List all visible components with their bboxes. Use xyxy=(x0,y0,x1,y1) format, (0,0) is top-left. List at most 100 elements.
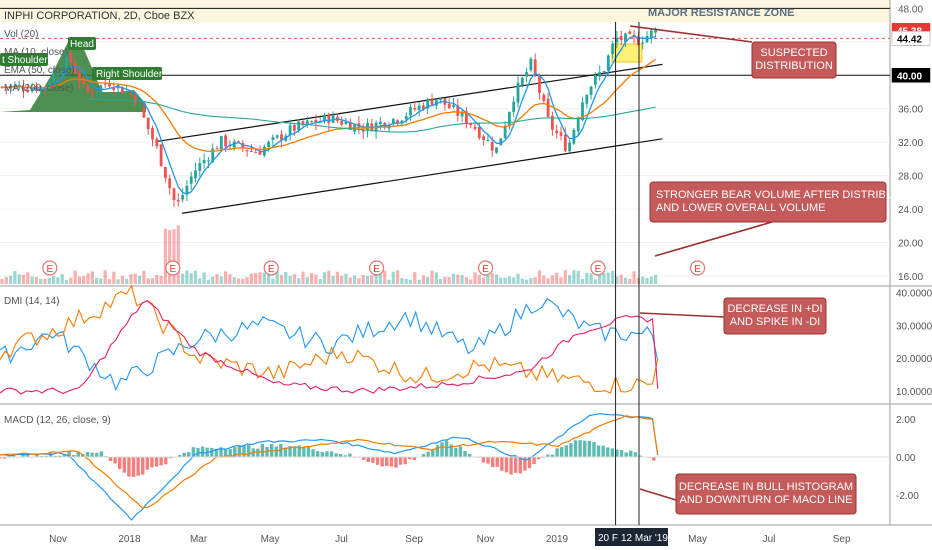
head-label: Head xyxy=(68,37,96,50)
dmi-tick: 30.0000 xyxy=(896,321,932,332)
candle-body xyxy=(47,83,51,86)
candle-body xyxy=(82,80,86,84)
macd-histogram-bar xyxy=(200,446,205,457)
macd-histogram-bar xyxy=(408,456,412,460)
candle-body xyxy=(460,112,464,117)
macd-histogram-bar xyxy=(385,456,389,467)
callout-dmi[interactable]: DECREASE IN +DI AND SPIKE IN -DI xyxy=(723,297,827,335)
volume-bar xyxy=(43,278,47,284)
earnings-circle xyxy=(165,260,181,276)
earnings-letter: E xyxy=(169,264,176,275)
candle-body xyxy=(241,143,245,149)
earnings-marker[interactable]: E xyxy=(42,260,58,276)
candle-body xyxy=(641,42,645,44)
ema50-legend[interactable]: EMA (50, close) xyxy=(4,65,75,76)
volume-bar xyxy=(555,272,559,284)
candle-body xyxy=(503,125,507,139)
volume-bar xyxy=(215,274,219,284)
volume-bar xyxy=(546,278,550,284)
candle-body xyxy=(482,136,485,140)
earnings-circle xyxy=(369,260,385,276)
candle-body xyxy=(611,43,614,54)
volume-bar xyxy=(512,277,516,284)
macd-histogram-bar xyxy=(509,456,513,475)
earnings-marker[interactable]: E xyxy=(369,260,385,276)
volume-bar xyxy=(426,277,430,284)
price-tick: 24.00 xyxy=(898,205,923,216)
macd-histogram-bar xyxy=(366,456,371,463)
macd-panel-label[interactable]: MACD (12, 26, close, 9) xyxy=(4,415,111,426)
earnings-marker[interactable]: E xyxy=(477,260,494,276)
callout-bear-volume[interactable]: STRONGER BEAR VOLUME AFTER DISTRIBUTION A… xyxy=(649,181,920,223)
macd-histogram-bar xyxy=(237,445,242,457)
candle-body xyxy=(250,150,253,152)
vol-legend[interactable]: Vol (20) xyxy=(4,29,38,40)
macd-histogram-bar xyxy=(638,455,642,457)
ema50-line xyxy=(2,58,656,153)
macd-histogram-bar xyxy=(219,447,223,457)
candle-body xyxy=(219,136,223,150)
macd-histogram-bar xyxy=(311,449,315,457)
price-axis-area xyxy=(890,0,932,550)
macd-histogram-bar xyxy=(435,445,440,457)
volume-bar xyxy=(288,275,292,284)
candle-body xyxy=(624,33,627,43)
candle-body xyxy=(585,94,589,104)
callout-text: DECREASE IN BULL HISTOGRAM AND DOWNTURN O… xyxy=(679,481,853,506)
macd-histogram-bar xyxy=(619,449,624,457)
dmi-panel-label[interactable]: DMI (14, 14) xyxy=(4,296,60,307)
volume-bar xyxy=(211,276,215,284)
volume-bar xyxy=(258,272,262,284)
earnings-marker[interactable]: E xyxy=(263,260,279,276)
candle-body xyxy=(112,87,116,90)
resistance-zone xyxy=(0,0,890,22)
volume-bar xyxy=(47,278,51,284)
macd-histogram-bar xyxy=(527,456,532,469)
earnings-letter: E xyxy=(46,264,53,275)
volume-bar xyxy=(413,272,417,284)
price-tick: 32.00 xyxy=(898,138,923,149)
earnings-marker[interactable]: E xyxy=(165,260,181,276)
macd-histogram-bar xyxy=(177,455,182,457)
candle-body xyxy=(185,185,189,195)
candle-body xyxy=(237,141,240,143)
price-badge-box xyxy=(891,31,931,46)
volume-bar xyxy=(361,275,365,284)
resistance-zone-label: MAJOR RESISTANCE ZONE xyxy=(648,7,794,19)
price-tick: 28.00 xyxy=(898,172,923,183)
candle-body xyxy=(176,200,180,202)
candle-body xyxy=(477,126,481,139)
callout-distribution[interactable]: SUSPECTED DISTRIBUTION xyxy=(751,41,837,79)
macd-histogram-bar xyxy=(518,456,522,474)
candle-body xyxy=(189,176,193,184)
price-badge: 44.42 xyxy=(891,31,931,46)
macd-histogram-bar xyxy=(315,451,320,457)
macd-histogram-bar xyxy=(583,440,587,457)
macd-histogram-bar xyxy=(412,456,417,461)
macd-histogram-bar xyxy=(449,444,453,457)
volume-bar xyxy=(641,276,645,284)
dmi-axis-ticks: 40.0000 30.0000 20.0000 10.0000 xyxy=(896,289,932,398)
ma200-legend[interactable]: MA (200, close) xyxy=(4,83,73,94)
ma10-legend[interactable]: MA (10, close) xyxy=(4,47,68,58)
macd-histogram-bar xyxy=(348,453,352,457)
macd-histogram-bar xyxy=(131,456,136,477)
candle-body xyxy=(340,120,344,125)
candle-body xyxy=(280,134,283,141)
left-shoulder-label: t Shoulder xyxy=(0,53,48,66)
volume-bar xyxy=(138,275,142,284)
macd-histogram-bar xyxy=(532,456,536,465)
volume-bar xyxy=(86,273,90,284)
macd-histogram-bar xyxy=(44,455,48,457)
callout-macd[interactable]: DECREASE IN BULL HISTOGRAM AND DOWNTURN O… xyxy=(675,473,857,515)
earnings-marker[interactable]: E xyxy=(590,260,606,276)
volume-bar xyxy=(451,273,456,284)
macd-histogram-bar xyxy=(113,456,117,464)
candle-body xyxy=(404,116,408,120)
earnings-circle xyxy=(42,260,58,276)
volume-bar xyxy=(202,272,206,284)
macd-histogram-bar xyxy=(297,445,301,457)
earnings-marker[interactable]: E xyxy=(689,260,706,276)
volume-bar xyxy=(99,278,103,284)
